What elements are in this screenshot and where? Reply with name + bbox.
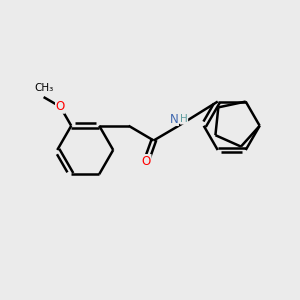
Text: H: H bbox=[180, 114, 188, 124]
Text: O: O bbox=[56, 100, 65, 113]
Text: O: O bbox=[142, 154, 151, 168]
Text: CH₃: CH₃ bbox=[34, 83, 53, 93]
Text: N: N bbox=[170, 113, 179, 126]
